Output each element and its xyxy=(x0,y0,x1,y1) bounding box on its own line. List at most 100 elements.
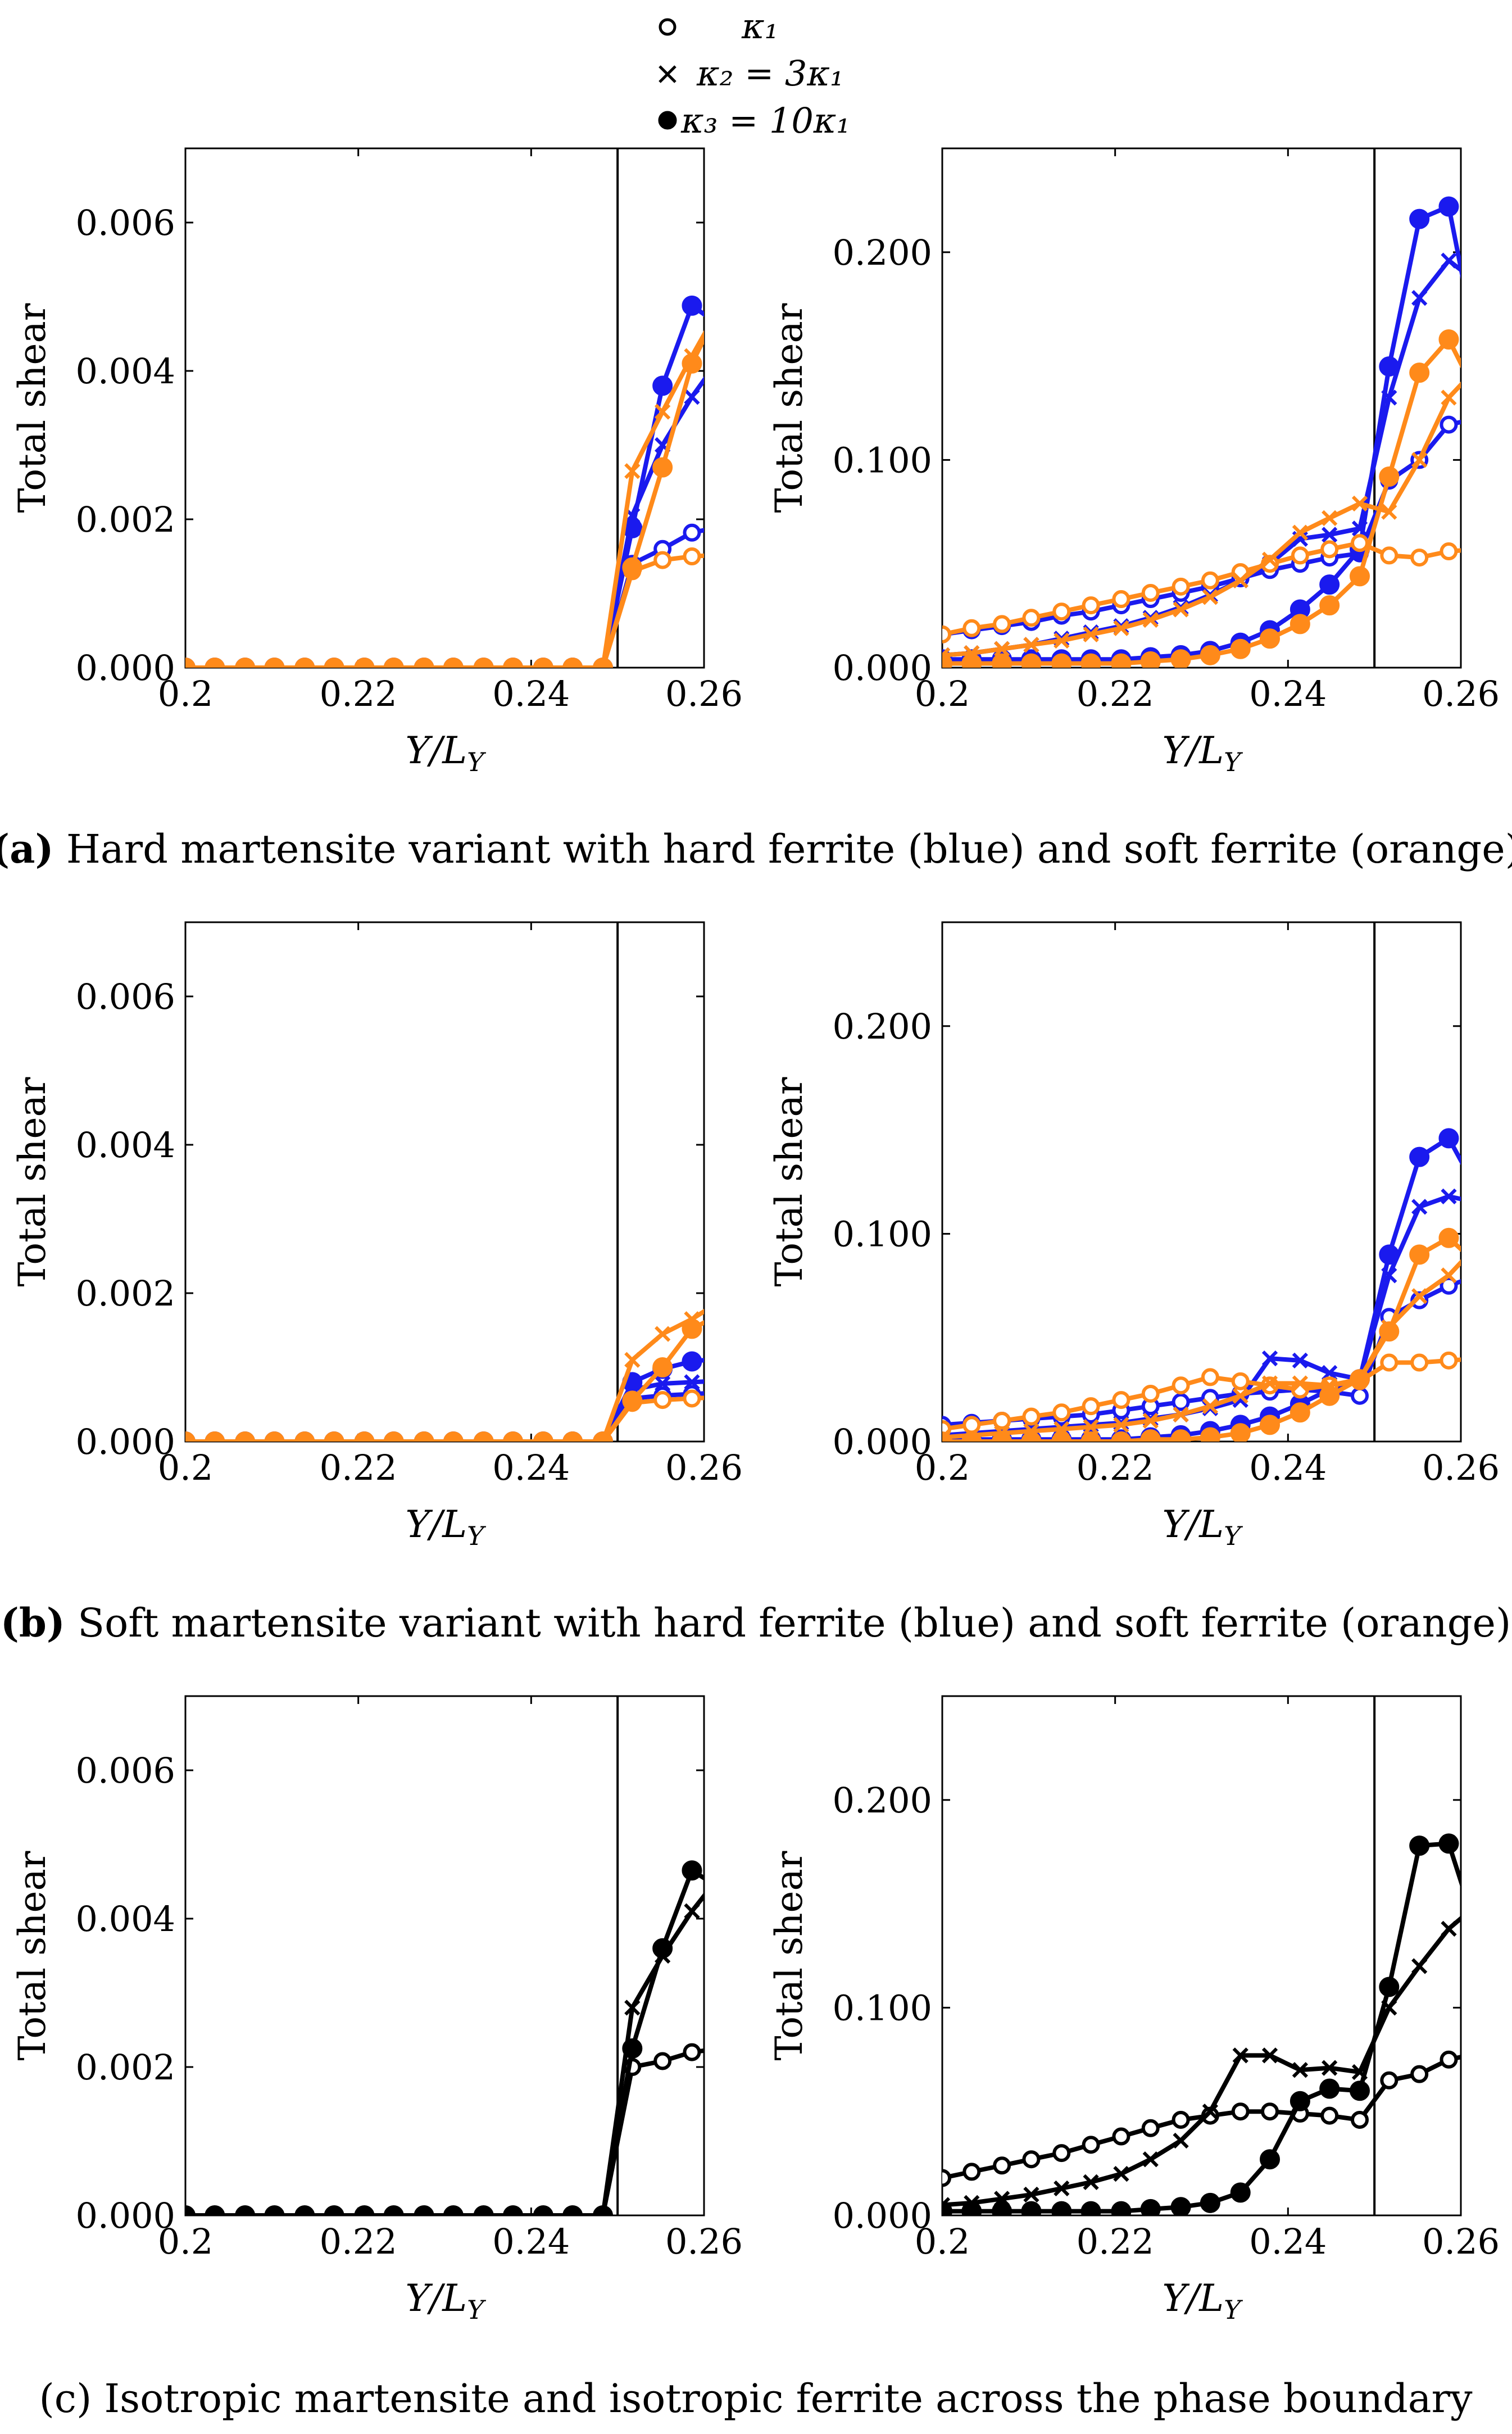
data-point xyxy=(1292,2062,1308,2078)
y-tick-label: 0.000 xyxy=(833,2195,933,2236)
data-point xyxy=(1441,252,1457,269)
data-point xyxy=(562,1431,583,1442)
x-axis-label: Y/LY xyxy=(1162,2277,1243,2325)
data-point xyxy=(1021,1431,1042,1442)
data-point xyxy=(1438,196,1459,217)
panel-b-left: 0.2 0.22 0.24 0.26 0.000 0.002 0.004 0.006 Y/LY T… xyxy=(11,921,743,1551)
x-axis-label: Y/LY xyxy=(1162,1503,1243,1551)
series-orange-filled-circle xyxy=(185,334,704,668)
data-point xyxy=(1379,1321,1400,1342)
data-point xyxy=(235,658,256,668)
data-point xyxy=(1379,466,1400,487)
data-point xyxy=(1232,1388,1248,1404)
data-point xyxy=(1022,1407,1041,1426)
series-black-filled-circle xyxy=(185,1860,704,2215)
x-tick-label: 0.24 xyxy=(1249,2221,1327,2262)
data-point xyxy=(1112,1391,1130,1409)
data-point xyxy=(1320,2106,1339,2125)
data-point xyxy=(1409,1244,1430,1265)
data-point xyxy=(1230,638,1251,659)
data-point xyxy=(1351,2110,1369,2129)
data-point xyxy=(383,2205,404,2215)
data-point xyxy=(1351,495,1368,512)
y-axis-label: Total shear xyxy=(11,1851,54,2060)
data-point xyxy=(1319,595,1340,616)
data-point xyxy=(683,2043,701,2061)
data-point xyxy=(1230,2182,1251,2203)
data-point xyxy=(383,1431,404,1442)
data-point xyxy=(1200,2192,1220,2213)
data-point xyxy=(473,2205,494,2215)
series-line xyxy=(185,1868,704,2215)
data-point xyxy=(1261,2047,1278,2064)
legend-label-k2: κ₂ = 3κ₁ xyxy=(696,53,844,94)
series-line xyxy=(185,376,704,668)
series-blue-cross xyxy=(185,376,704,668)
x-tick-label: 0.24 xyxy=(1249,673,1327,714)
y-tick-label: 0.000 xyxy=(76,2195,176,2236)
plot-area xyxy=(942,196,1461,668)
data-point xyxy=(1319,2078,1340,2099)
data-point xyxy=(1351,1386,1369,1405)
plot-area xyxy=(185,295,704,668)
data-point xyxy=(1410,549,1429,567)
data-point xyxy=(961,653,982,668)
data-point xyxy=(1200,1427,1220,1442)
data-point xyxy=(1410,1353,1429,1372)
caption-a-tag: (a) xyxy=(0,826,54,872)
legend-cross-marker xyxy=(659,65,676,83)
data-point xyxy=(1172,577,1190,596)
data-point xyxy=(1319,574,1340,595)
data-point xyxy=(993,615,1011,633)
y-tick-label: 0.004 xyxy=(76,1125,176,1166)
series-line xyxy=(185,528,704,668)
data-point xyxy=(992,2201,1012,2215)
data-point xyxy=(264,1431,285,1442)
data-point xyxy=(205,658,225,668)
data-point xyxy=(205,2205,225,2215)
legend-label-k1: κ₁ xyxy=(741,6,779,47)
data-point xyxy=(652,457,673,478)
data-point xyxy=(1438,1833,1459,1854)
data-point xyxy=(414,658,434,668)
data-point xyxy=(942,2201,952,2215)
data-point xyxy=(993,1412,1011,1430)
y-tick-label: 0.002 xyxy=(76,2047,176,2088)
data-point xyxy=(1411,1288,1428,1304)
legend-filled-circle-marker xyxy=(658,111,677,130)
data-point xyxy=(1112,590,1130,609)
plot-area xyxy=(942,1128,1461,1442)
data-point xyxy=(185,2205,196,2215)
data-point xyxy=(683,523,701,542)
data-point xyxy=(683,1389,701,1408)
data-point xyxy=(1170,1429,1191,1442)
panel-b-right: 0.2 0.22 0.24 0.26 0.000 0.100 0.200 Y/LY Total … xyxy=(768,921,1500,1551)
series-orange-cross xyxy=(942,381,1461,663)
data-point xyxy=(473,1431,494,1442)
panel-c-left: 0.2 0.22 0.24 0.26 0.000 0.002 0.004 0.006 Y/LY T… xyxy=(11,1695,743,2325)
data-point xyxy=(562,2205,583,2215)
data-point xyxy=(562,658,583,668)
plot-area xyxy=(942,1833,1461,2215)
data-point xyxy=(1201,571,1219,590)
x-tick-label: 0.24 xyxy=(1249,1447,1327,1488)
data-point xyxy=(1261,1350,1278,1367)
data-point xyxy=(1289,614,1310,634)
y-tick-label: 0.100 xyxy=(833,1213,933,1254)
data-point xyxy=(1141,1384,1160,1403)
data-point xyxy=(684,1903,700,1919)
data-point xyxy=(1111,1431,1132,1442)
x-axis-label: Y/LY xyxy=(405,2277,487,2325)
x-tick-label: 0.22 xyxy=(1077,1447,1154,1488)
data-point xyxy=(1440,1351,1458,1370)
data-point xyxy=(942,2169,951,2187)
data-point xyxy=(383,658,404,668)
y-tick-label: 0.000 xyxy=(76,1421,176,1462)
data-point xyxy=(1082,596,1100,615)
data-point xyxy=(1260,2149,1281,2170)
data-point xyxy=(533,658,553,668)
data-point xyxy=(503,2205,524,2215)
data-point xyxy=(414,2205,434,2215)
data-point xyxy=(533,1431,553,1442)
data-point xyxy=(1083,2174,1099,2190)
